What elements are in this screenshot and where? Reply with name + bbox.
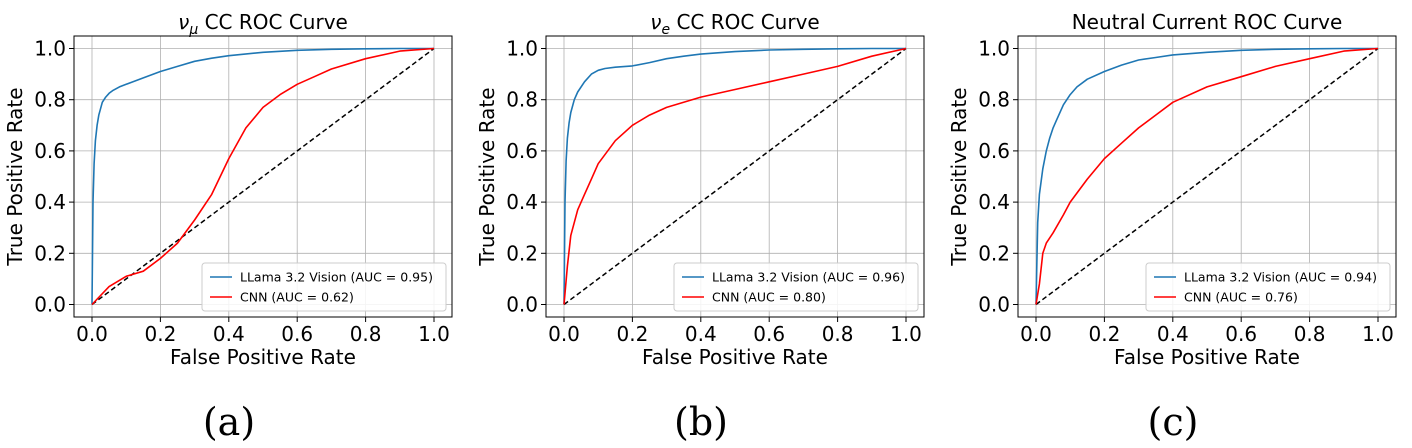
series-line-cnn [91,47,435,306]
y-axis-label: True Positive Rate [475,87,499,266]
plot-frame [545,35,925,318]
y-axis-label: True Positive Rate [3,87,27,266]
y-tick-label: 1.0 [978,37,1010,61]
x-tick-label: 0.4 [213,322,245,346]
plot-frame [73,35,453,318]
y-tick-label: 0.2 [978,241,1010,265]
y-tick-label: 1.0 [506,37,538,61]
x-tick-label: 0.0 [548,322,580,346]
legend-label: LLama 3.2 Vision (AUC = 0.96) [712,270,905,285]
y-tick-label: 0.4 [506,190,538,214]
chance-diagonal-line [91,47,435,306]
x-tick-label: 0.8 [822,322,854,346]
legend-label: CNN (AUC = 0.80) [712,290,826,305]
chart-title-part: Neutral Current ROC Curve [1072,10,1343,34]
x-tick-label: 1.0 [418,322,450,346]
x-tick-label: 0.0 [76,322,108,346]
chart-title: νe CC ROC Curve [650,10,819,38]
y-axis-label: True Positive Rate [947,87,971,266]
y-tick-label: 1.0 [34,37,66,61]
series-line-cnn [1035,47,1379,305]
series-line-llama [563,47,906,305]
chart-title-part: μ [188,22,198,38]
legend-box [673,262,919,312]
x-tick-label: 1.0 [1362,322,1394,346]
chart-title-part: CC ROC Curve [670,10,820,34]
y-tick-label: 0.6 [978,139,1010,163]
chance-diagonal-line [1035,47,1379,306]
chart-title: Neutral Current ROC Curve [1072,10,1343,34]
y-tick-label: 0.0 [978,293,1010,317]
legend-label: LLama 3.2 Vision (AUC = 0.94) [1184,270,1377,285]
series-line-cnn [563,47,907,305]
x-tick-label: 0.6 [753,322,785,346]
x-axis-label: False Positive Rate [170,345,356,369]
x-tick-label: 0.4 [685,322,717,346]
plot-frame [1017,35,1397,318]
x-tick-label: 0.6 [281,322,313,346]
y-tick-label: 0.2 [506,241,538,265]
chart-title-part: ν [178,10,189,34]
x-tick-label: 0.2 [616,322,648,346]
roc-chart-2: 0.0 0.2 0.4 0.6 0.8 1.0 0.0 0.2 0.4 0.6 0.8 1.0 Fals… [475,10,925,369]
legend: LLama 3.2 Vision (AUC = 0.95) CNN (AUC = … [201,262,447,312]
x-tick-label: 0.2 [1088,322,1120,346]
chart-title-part: CC ROC Curve [198,10,348,34]
y-tick-label: 0.2 [34,241,66,265]
y-tick-label: 0.8 [34,88,66,112]
x-tick-label: 0.2 [144,322,176,346]
y-tick-label: 0.0 [506,293,538,317]
y-tick-label: 0.6 [34,139,66,163]
y-tick-label: 0.4 [978,190,1010,214]
legend: LLama 3.2 Vision (AUC = 0.96) CNN (AUC = … [673,262,919,312]
legend-label: CNN (AUC = 0.76) [1184,290,1298,305]
y-tick-label: 0.6 [506,139,538,163]
y-tick-label: 0.4 [34,190,66,214]
x-tick-label: 0.6 [1225,322,1257,346]
roc-chart-3: 0.0 0.2 0.4 0.6 0.8 1.0 0.0 0.2 0.4 0.6 0.8 1.0 Fals… [947,10,1397,369]
chart-title: νμ CC ROC Curve [178,10,348,38]
panel-caption-a: (a) [202,400,256,444]
y-tick-label: 0.8 [506,88,538,112]
legend-box [201,262,447,312]
x-tick-label: 0.8 [350,322,382,346]
chart-title-part: e [661,22,670,38]
x-axis-label: False Positive Rate [642,345,828,369]
series-line-llama [1035,47,1378,305]
x-tick-label: 0.8 [1294,322,1326,346]
y-tick-label: 0.0 [34,293,66,317]
x-tick-label: 0.4 [1157,322,1189,346]
legend: LLama 3.2 Vision (AUC = 0.94) CNN (AUC = … [1145,262,1391,312]
roc-chart-1: 0.0 0.2 0.4 0.6 0.8 1.0 0.0 0.2 0.4 0.6 0.8 1.0 Fals… [3,10,453,369]
x-axis-label: False Positive Rate [1114,345,1300,369]
x-tick-label: 1.0 [890,322,922,346]
x-tick-label: 0.0 [1020,322,1052,346]
series-line-llama [91,47,434,305]
panel-caption-b: (b) [674,400,728,444]
chance-diagonal-line [563,47,907,306]
y-tick-label: 0.8 [978,88,1010,112]
legend-box [1145,262,1391,312]
chart-title-part: ν [650,10,661,34]
legend-label: LLama 3.2 Vision (AUC = 0.95) [240,270,433,285]
legend-label: CNN (AUC = 0.62) [240,290,354,305]
panel-caption-c: (c) [1147,400,1199,444]
